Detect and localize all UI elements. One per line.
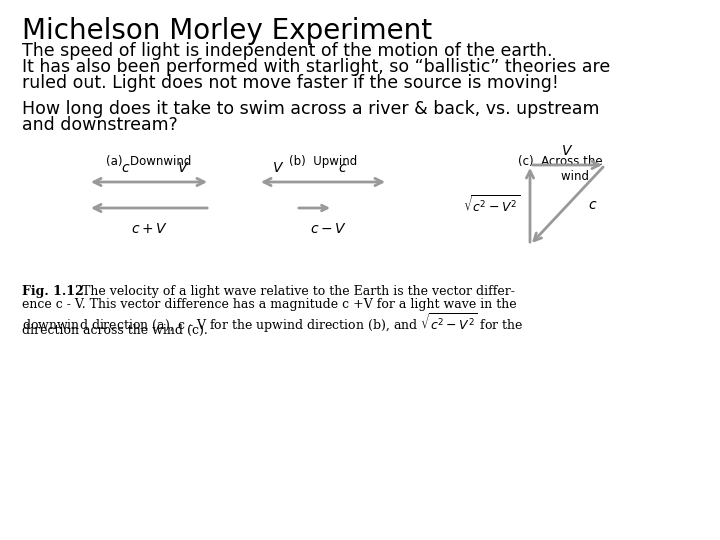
Text: The velocity of a light wave relative to the Earth is the vector differ-: The velocity of a light wave relative to…	[74, 285, 515, 298]
Text: $c-V$: $c-V$	[310, 222, 346, 236]
Text: $c$: $c$	[338, 161, 348, 175]
Text: direction across the wind (c).: direction across the wind (c).	[22, 324, 208, 337]
Text: ruled out. Light does not move faster if the source is moving!: ruled out. Light does not move faster if…	[22, 74, 559, 92]
Text: downwind direction (a), c - V for the upwind direction (b), and $\sqrt{c^2 - V^2: downwind direction (a), c - V for the up…	[22, 311, 523, 335]
Text: Fig. 1.12: Fig. 1.12	[22, 285, 84, 298]
Text: $V$: $V$	[177, 161, 189, 175]
Text: The speed of light is independent of the motion of the earth.: The speed of light is independent of the…	[22, 42, 552, 60]
Text: $c$: $c$	[588, 198, 597, 212]
Text: $c+V$: $c+V$	[130, 222, 168, 236]
Text: $V$: $V$	[272, 161, 284, 175]
Text: $c$: $c$	[121, 161, 131, 175]
Text: $\sqrt{c^2-V^2}$: $\sqrt{c^2-V^2}$	[463, 194, 520, 215]
Text: How long does it take to swim across a river & back, vs. upstream: How long does it take to swim across a r…	[22, 100, 600, 118]
Text: (c)  Across the
        wind: (c) Across the wind	[518, 155, 603, 183]
Text: and downstream?: and downstream?	[22, 116, 178, 134]
Text: (a)  Downwind: (a) Downwind	[107, 155, 192, 168]
Text: Michelson Morley Experiment: Michelson Morley Experiment	[22, 17, 432, 45]
Text: It has also been performed with starlight, so “ballistic” theories are: It has also been performed with starligh…	[22, 58, 611, 76]
Text: (b)  Upwind: (b) Upwind	[289, 155, 357, 168]
Text: $V$: $V$	[562, 144, 574, 158]
Text: ence c - V. This vector difference has a magnitude c +V for a light wave in the: ence c - V. This vector difference has a…	[22, 298, 517, 311]
